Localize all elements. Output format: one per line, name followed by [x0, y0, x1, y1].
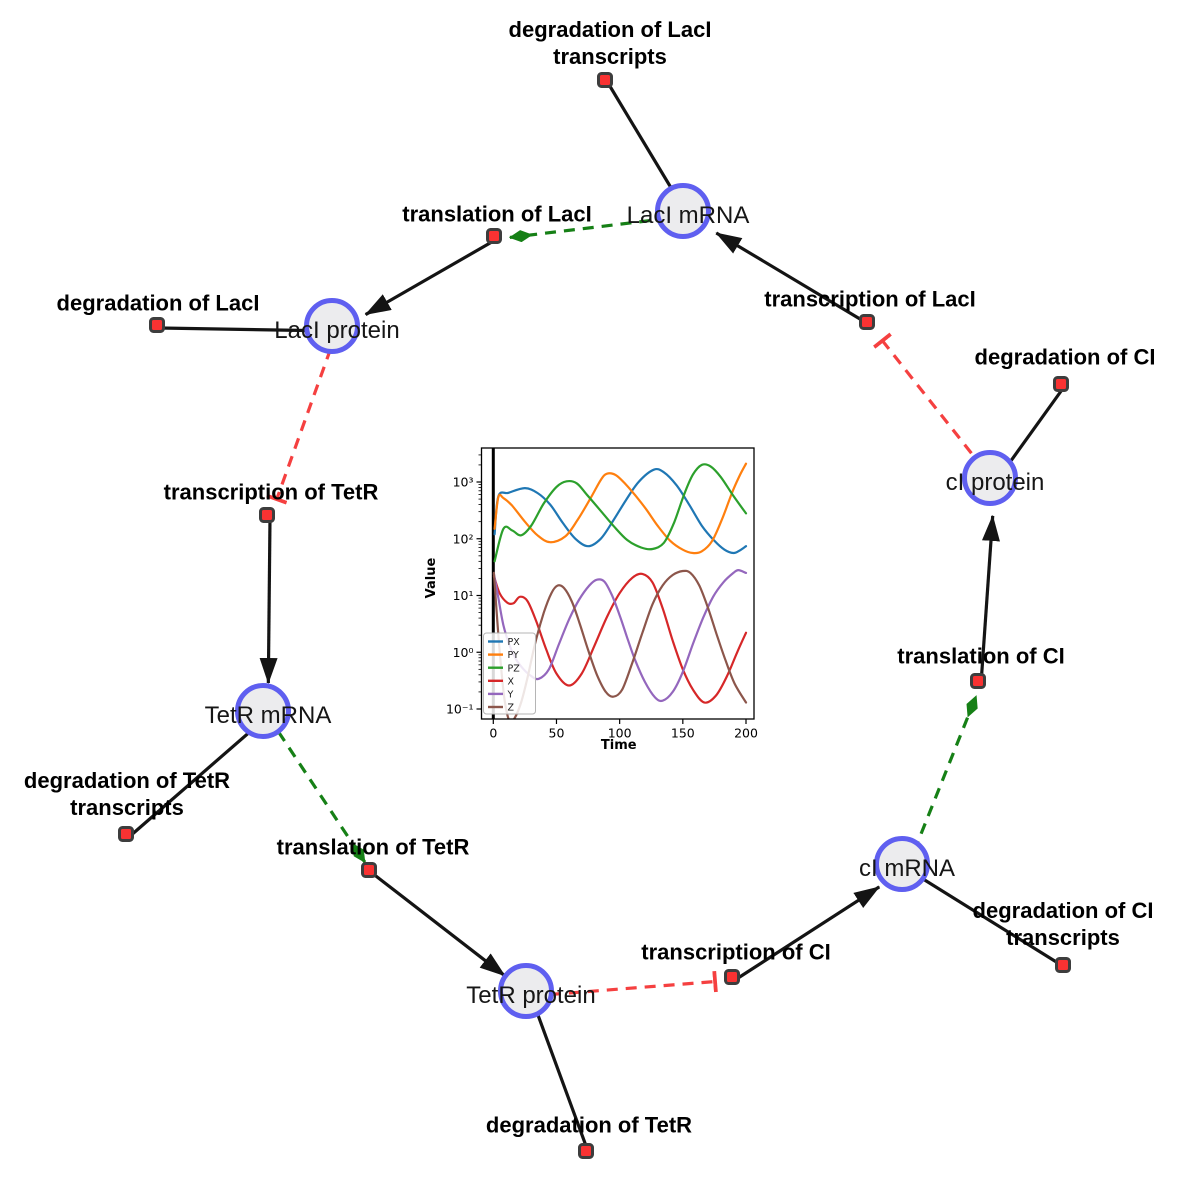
- species-node-laci_protein[interactable]: [304, 298, 360, 354]
- edge-inhibitor-tetr_protein-to-transcription_ci: [530, 970, 718, 998]
- edge-reactant-ci_mrna-to-deg_ci_tr: [906, 867, 1067, 970]
- reaction-label-transcription_ci: transcription of CI: [641, 939, 831, 965]
- legend-label-PX: PX: [508, 637, 521, 648]
- reaction-node-deg_ci_tr[interactable]: [1054, 956, 1071, 973]
- x-tick-label: 50: [549, 726, 565, 741]
- x-axis-label: Time: [601, 738, 637, 753]
- species-label-ci_protein: cI protein: [945, 469, 1045, 496]
- edge-reactant-tetr_mrna-to-deg_tetr_tr: [127, 714, 270, 839]
- edge-reactant-tetr_protein-to-deg_tetr: [529, 995, 591, 1155]
- reaction-label-deg_laci: degradation of LacI: [56, 290, 260, 316]
- edge-product-translation_ci-to-ci_protein: [979, 514, 1000, 685]
- edge-inhibitor-laci_protein-to-transcription_tetr: [266, 330, 339, 505]
- series-PZ: [493, 463, 748, 563]
- species-label-laci_protein: LacI protein: [274, 317, 400, 344]
- y-tick-label: 10³: [453, 475, 474, 490]
- edge-product-transcription_laci-to-laci_mrna: [715, 231, 871, 327]
- edge-product-translation_tetr-to-tetr_protein: [371, 871, 506, 978]
- species-node-ci_protein[interactable]: [962, 450, 1018, 506]
- reaction-node-translation_tetr[interactable]: [360, 861, 377, 878]
- series-PY: [493, 462, 748, 555]
- axes-frame: [480, 447, 755, 720]
- simulation-chart: PX PY PZ XYZ 10⁻¹ 10⁰ 10¹ 10² 10³ 0 50 100 150 200 Tim…: [424, 447, 758, 753]
- y-tick-label: 10⁻¹: [446, 702, 474, 717]
- chart-legend: PX PY PZ XYZ: [483, 632, 536, 715]
- reaction-label-transcription_laci: transcription of LacI: [764, 286, 976, 312]
- reaction-label-deg_laci_tr: degradation of LacI transcripts: [508, 17, 712, 69]
- species-node-tetr_protein[interactable]: [498, 963, 554, 1019]
- reaction-label-deg_tetr: degradation of TetR: [485, 1112, 693, 1138]
- species-node-laci_mrna[interactable]: [655, 183, 711, 239]
- series-PX: [493, 467, 748, 555]
- species-label-laci_mrna: LacI mRNA: [626, 202, 750, 229]
- species-node-ci_mrna[interactable]: [874, 836, 930, 892]
- legend-label-PY: PY: [508, 650, 520, 661]
- reaction-node-deg_laci[interactable]: [148, 316, 165, 333]
- species-node-tetr_mrna[interactable]: [235, 683, 291, 739]
- edge-product-transcription_ci-to-ci_mrna: [734, 885, 881, 982]
- reaction-label-deg_tetr_tr: degradation of TetR transcripts: [23, 768, 231, 820]
- species-label-ci_mrna: cI mRNA: [859, 855, 955, 882]
- edge-modifier-ci_mrna-to-translation_ci: [905, 695, 978, 870]
- reaction-label-translation_laci: translation of LacI: [402, 201, 592, 227]
- reaction-label-deg_ci_tr: degradation of CI transcripts: [972, 898, 1154, 950]
- y-tick-label: 10⁰: [453, 645, 474, 660]
- reaction-node-transcription_tetr[interactable]: [258, 506, 275, 523]
- legend-label-PZ: PZ: [508, 663, 521, 674]
- y-tick-label: 10¹: [453, 588, 474, 603]
- reaction-node-translation_laci[interactable]: [485, 227, 502, 244]
- reaction-node-deg_tetr[interactable]: [577, 1142, 594, 1159]
- x-tick-label: 200: [734, 726, 758, 741]
- edge-product-transcription_tetr-to-tetr_mrna: [259, 517, 278, 685]
- species-label-tetr_mrna: TetR mRNA: [204, 702, 332, 729]
- reaction-label-transcription_tetr: transcription of TetR: [163, 479, 379, 505]
- reaction-label-translation_ci: translation of CI: [897, 643, 1065, 669]
- reaction-node-transcription_ci[interactable]: [723, 968, 740, 985]
- legend-label-X: X: [508, 676, 515, 687]
- x-tick-label: 0: [489, 726, 497, 741]
- series-X: [492, 572, 748, 704]
- edge-modifier-tetr_mrna-to-translation_tetr: [266, 715, 367, 864]
- legend-label-Z: Z: [508, 703, 515, 714]
- y-axis-label: Value: [424, 557, 439, 598]
- reaction-label-translation_tetr: translation of TetR: [276, 834, 470, 860]
- reaction-label-deg_ci: degradation of CI: [974, 344, 1156, 370]
- y-tick-label: 10²: [453, 531, 474, 546]
- x-tick-label: 100: [608, 726, 632, 741]
- edge-product-translation_laci-to-laci_protein: [364, 237, 498, 316]
- reaction-node-translation_ci[interactable]: [969, 672, 986, 689]
- species-label-tetr_protein: TetR protein: [466, 982, 596, 1009]
- legend-label-Y: Y: [507, 690, 514, 701]
- reaction-node-transcription_laci[interactable]: [858, 313, 875, 330]
- reaction-node-deg_tetr_tr[interactable]: [117, 825, 134, 842]
- x-tick-label: 150: [671, 726, 695, 741]
- reaction-node-deg_ci[interactable]: [1052, 375, 1069, 392]
- reaction-node-deg_laci_tr[interactable]: [596, 71, 613, 88]
